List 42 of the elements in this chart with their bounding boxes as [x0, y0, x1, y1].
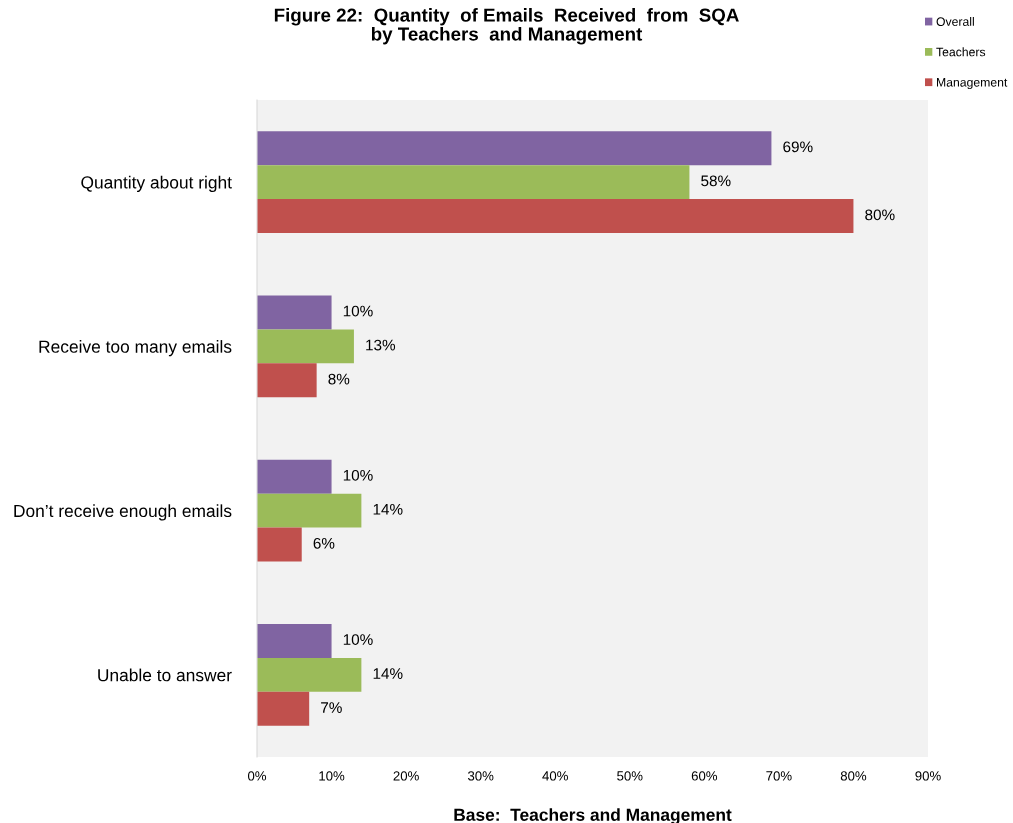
y-tick-label: Quantity about right — [81, 175, 232, 193]
y-tick-label: Unable to answer — [98, 668, 232, 682]
x-tick-label: 10% — [319, 771, 345, 781]
bar — [257, 295, 332, 330]
data-label: 7% — [321, 702, 342, 713]
data-label: 14% — [373, 503, 403, 515]
bar — [257, 623, 332, 658]
data-label: 14% — [373, 668, 403, 679]
data-label: 10% — [343, 634, 373, 645]
legend-label: Overall — [936, 17, 974, 26]
data-label: 8% — [328, 373, 350, 385]
x-tick-label: 0% — [247, 771, 267, 781]
y-tick-label: Receive too many emails — [39, 340, 232, 357]
bar — [257, 131, 772, 166]
x-tick-label: 80% — [840, 771, 867, 781]
bar — [257, 493, 362, 528]
x-tick-label: 20% — [393, 771, 419, 781]
bar — [257, 657, 362, 692]
bar — [257, 199, 854, 234]
chart-title: Figure 22: Quantity of Emails Received from SQA by Teachers and Management — [274, 8, 739, 45]
bar — [257, 329, 354, 364]
data-label: 10% — [343, 305, 373, 317]
bar — [257, 459, 332, 494]
data-label: 6% — [313, 537, 335, 549]
x-tick-label: 70% — [766, 771, 792, 781]
data-label: 69% — [783, 141, 813, 153]
bar — [257, 527, 302, 562]
x-tick-label: 60% — [691, 771, 718, 781]
x-tick-label: 40% — [542, 771, 568, 781]
bar — [257, 363, 317, 398]
data-label: 80% — [865, 209, 895, 221]
bar — [257, 165, 690, 200]
data-label: 10% — [343, 469, 373, 481]
x-tick-label: 90% — [915, 771, 941, 781]
bar — [257, 691, 310, 726]
x-tick-label: 50% — [617, 771, 643, 781]
x-tick-label: 30% — [467, 771, 494, 781]
y-tick-label: Don’t receive enough emails — [14, 504, 232, 521]
legend-label: Teachers — [936, 47, 986, 57]
data-label: 13% — [366, 339, 396, 351]
legend-label: Management — [937, 78, 1008, 90]
data-label: 58% — [701, 175, 731, 187]
